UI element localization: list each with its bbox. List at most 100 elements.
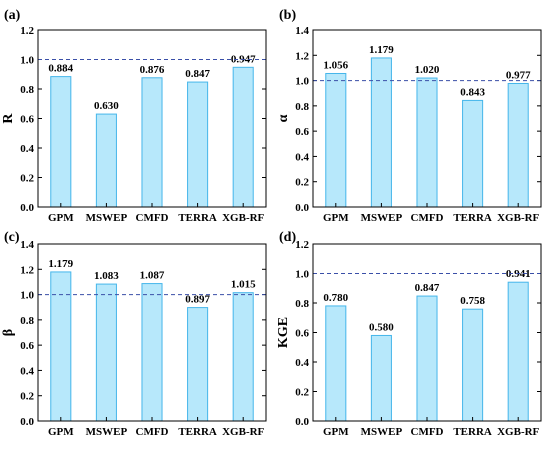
y-axis-label: R — [1, 113, 16, 124]
x-tick-label: MSWEP — [86, 212, 128, 224]
data-label: 0.780 — [323, 292, 348, 304]
data-label: 0.847 — [185, 68, 210, 80]
x-tick-label: TERRA — [178, 426, 217, 438]
y-tick-label: 0.0 — [295, 202, 309, 214]
y-tick-label: 1.0 — [295, 76, 309, 88]
y-tick-label: 0.4 — [20, 143, 34, 155]
y-axis-label: α — [276, 114, 291, 122]
x-tick-label: TERRA — [453, 212, 492, 224]
x-tick-label: GPM — [48, 426, 74, 438]
bar — [232, 66, 254, 208]
y-axis-label: KGE — [276, 317, 291, 348]
y-tick-label: 1.0 — [295, 269, 309, 281]
y-tick-label: 0.6 — [20, 114, 34, 126]
x-tick-label: GPM — [323, 212, 349, 224]
y-tick-label: 0.8 — [295, 101, 309, 113]
x-tick-label: MSWEP — [361, 212, 403, 224]
bar — [370, 57, 392, 208]
data-label: 0.884 — [48, 63, 73, 75]
data-label: 1.056 — [323, 59, 348, 71]
bar — [141, 283, 163, 422]
y-tick-label: 1.2 — [20, 25, 34, 37]
x-tick-label: XGB-RF — [222, 426, 264, 438]
y-tick-label: 0.0 — [295, 416, 309, 428]
bar — [462, 99, 484, 208]
data-label: 1.015 — [231, 279, 256, 291]
data-label: 1.179 — [369, 44, 394, 56]
bar — [95, 283, 117, 422]
data-label: 0.977 — [506, 69, 531, 81]
y-tick-label: 1.2 — [20, 264, 34, 276]
data-label: 0.758 — [460, 295, 485, 307]
x-tick-label: CMFD — [411, 212, 444, 224]
bar — [232, 292, 254, 422]
data-label: 0.941 — [506, 268, 531, 280]
y-tick-label: 0.6 — [295, 126, 309, 138]
plot-frame — [37, 243, 267, 422]
plot-frame — [312, 243, 542, 422]
plot-frame — [312, 29, 542, 208]
data-label: 1.083 — [94, 270, 119, 282]
data-label: 0.897 — [185, 294, 210, 306]
chart-panel-1: (a) R 0.0 0.2 0.4 0.6 0.8 1.0 1.2 0.884 GPM 0.630 MS… — [1, 8, 267, 224]
chart-panel-4: (d) KGE 0.0 0.2 0.4 0.6 0.8 1.0 1.2 0.780 GPM 0.580… — [276, 230, 542, 438]
y-tick-label: 0.2 — [295, 177, 309, 189]
bar — [187, 307, 209, 422]
panel-label: (a) — [4, 8, 21, 23]
y-tick-label: 1.2 — [295, 50, 309, 62]
y-tick-label: 0.8 — [20, 84, 34, 96]
y-tick-label: 0.0 — [20, 202, 34, 214]
data-label: 1.087 — [140, 270, 165, 282]
bar — [507, 82, 529, 208]
bar — [187, 81, 209, 208]
x-tick-label: TERRA — [453, 426, 492, 438]
data-label: 0.847 — [415, 282, 440, 294]
plot-frame — [37, 29, 267, 208]
data-label: 1.179 — [48, 258, 73, 270]
y-tick-label: 0.0 — [20, 416, 34, 428]
y-tick-label: 1.4 — [20, 239, 34, 251]
x-tick-label: GPM — [48, 212, 74, 224]
x-tick-label: MSWEP — [86, 426, 128, 438]
data-label: 0.843 — [460, 86, 485, 98]
bar — [507, 281, 529, 422]
panel-label: (c) — [4, 230, 20, 245]
y-tick-label: 0.6 — [20, 340, 34, 352]
bar — [141, 77, 163, 208]
y-tick-label: 0.4 — [295, 151, 309, 163]
x-tick-label: CMFD — [136, 212, 169, 224]
x-tick-label: CMFD — [136, 426, 169, 438]
x-tick-label: XGB-RF — [497, 212, 539, 224]
x-tick-label: CMFD — [411, 426, 444, 438]
x-tick-label: MSWEP — [361, 426, 403, 438]
y-tick-label: 0.2 — [295, 387, 309, 399]
bar — [325, 72, 347, 208]
panel-label: (b) — [279, 8, 296, 23]
chart-panel-2: (b) α 0.0 0.2 0.4 0.6 0.8 1.0 1.2 1.4 1.056 GPM 1.17… — [276, 8, 542, 224]
y-tick-label: 0.4 — [20, 365, 34, 377]
data-label: 0.876 — [140, 64, 165, 76]
y-tick-label: 0.2 — [20, 173, 34, 185]
data-label: 0.630 — [94, 100, 119, 112]
y-tick-label: 0.8 — [20, 315, 34, 327]
bar — [370, 334, 392, 422]
data-label: 1.020 — [415, 64, 440, 76]
x-tick-label: GPM — [323, 426, 349, 438]
y-tick-label: 1.4 — [295, 25, 309, 37]
data-label: 0.580 — [369, 321, 394, 333]
x-tick-label: XGB-RF — [497, 426, 539, 438]
x-tick-label: XGB-RF — [222, 212, 264, 224]
x-tick-label: TERRA — [178, 212, 217, 224]
bar — [462, 308, 484, 422]
y-tick-label: 1.0 — [20, 290, 34, 302]
bar — [416, 77, 438, 208]
bar — [50, 76, 72, 208]
y-tick-label: 1.0 — [20, 55, 34, 67]
y-tick-label: 1.2 — [295, 239, 309, 251]
bar — [325, 305, 347, 422]
y-tick-label: 0.6 — [295, 328, 309, 340]
bar — [95, 113, 117, 208]
chart-panel-3: (c) β 0.0 0.2 0.4 0.6 0.8 1.0 1.2 1.4 1.179 GPM 1.08… — [1, 230, 267, 438]
y-tick-label: 0.2 — [20, 391, 34, 403]
